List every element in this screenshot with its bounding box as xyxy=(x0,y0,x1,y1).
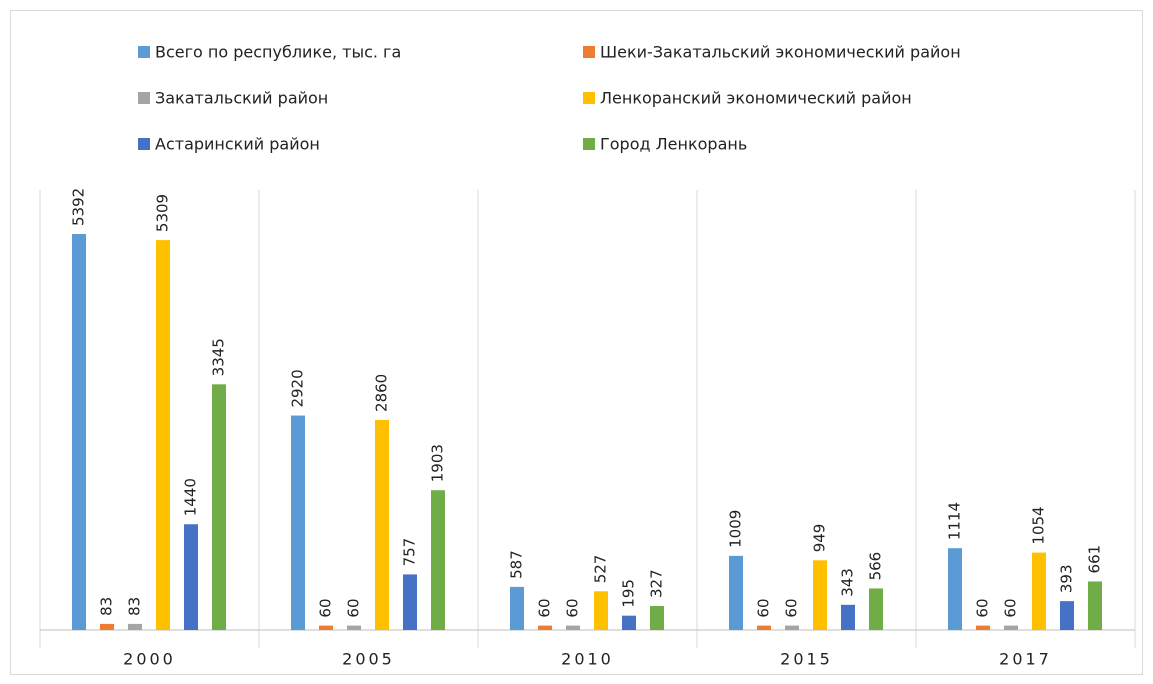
bar xyxy=(72,234,86,630)
legend-swatch xyxy=(138,46,150,58)
legend-label: Шеки-Закатальский экономический район xyxy=(600,43,961,62)
value-label: 2920 xyxy=(289,369,307,407)
legend-swatch xyxy=(583,46,595,58)
value-label: 1903 xyxy=(429,444,447,482)
bar xyxy=(403,574,417,630)
bar xyxy=(622,615,636,630)
value-label: 949 xyxy=(811,524,829,553)
value-label: 83 xyxy=(126,597,144,616)
legend-swatch xyxy=(583,138,595,150)
bar xyxy=(841,604,855,630)
x-tick-label: 2017 xyxy=(999,650,1052,669)
legend-swatch xyxy=(583,92,595,104)
value-label: 1009 xyxy=(727,510,745,548)
value-label: 327 xyxy=(648,569,666,598)
bar xyxy=(594,591,608,630)
bar xyxy=(976,625,990,630)
bar xyxy=(156,240,170,630)
value-label: 566 xyxy=(867,552,885,581)
bar xyxy=(431,490,445,630)
bar xyxy=(128,623,142,630)
bar xyxy=(757,625,771,630)
value-label: 60 xyxy=(1002,598,1020,617)
bar xyxy=(319,625,333,630)
value-label: 5392 xyxy=(70,188,88,226)
bar xyxy=(566,625,580,630)
x-tick-label: 2005 xyxy=(342,650,395,669)
bar xyxy=(184,524,198,630)
value-label: 393 xyxy=(1058,564,1076,593)
value-label: 60 xyxy=(755,598,773,617)
legend-label: Астаринский район xyxy=(155,135,320,154)
legend-swatch xyxy=(138,138,150,150)
x-tick-label: 2015 xyxy=(780,650,833,669)
bar xyxy=(100,623,114,630)
value-label: 195 xyxy=(620,579,638,608)
value-label: 3345 xyxy=(210,338,228,376)
legend-label: Закатальский район xyxy=(155,89,328,108)
value-label: 661 xyxy=(1086,545,1104,574)
bar xyxy=(1060,601,1074,630)
chart-border xyxy=(10,10,1143,675)
bar xyxy=(785,625,799,630)
value-label: 587 xyxy=(508,550,526,579)
bar xyxy=(347,625,361,630)
value-label: 2860 xyxy=(373,374,391,412)
value-label: 60 xyxy=(974,598,992,617)
value-label: 1054 xyxy=(1030,506,1048,544)
value-label: 1114 xyxy=(946,502,964,540)
bar xyxy=(650,605,664,630)
bar xyxy=(538,625,552,630)
x-tick-label: 2010 xyxy=(561,650,614,669)
bar xyxy=(729,555,743,630)
bar xyxy=(375,419,389,630)
value-label: 83 xyxy=(98,597,116,616)
bar xyxy=(1004,625,1018,630)
value-label: 757 xyxy=(401,538,419,567)
bar xyxy=(510,586,524,630)
legend-label: Ленкоранский экономический район xyxy=(600,89,912,108)
legend-swatch xyxy=(138,92,150,104)
value-label: 60 xyxy=(783,598,801,617)
bar xyxy=(1088,581,1102,630)
legend-label: Всего по республике, тыс. га xyxy=(155,43,401,62)
bar xyxy=(291,415,305,630)
bar xyxy=(869,588,883,630)
x-tick-label: 2000 xyxy=(123,650,176,669)
value-label: 60 xyxy=(536,598,554,617)
legend-label: Город Ленкорань xyxy=(600,135,747,154)
bar xyxy=(813,560,827,630)
bar xyxy=(1032,552,1046,630)
value-label: 60 xyxy=(345,598,363,617)
value-label: 527 xyxy=(592,555,610,584)
bar xyxy=(212,384,226,630)
value-label: 60 xyxy=(317,598,335,617)
bar xyxy=(948,548,962,630)
value-label: 60 xyxy=(564,598,582,617)
value-label: 1440 xyxy=(182,478,200,516)
value-label: 5309 xyxy=(154,194,172,232)
value-label: 343 xyxy=(839,568,857,597)
